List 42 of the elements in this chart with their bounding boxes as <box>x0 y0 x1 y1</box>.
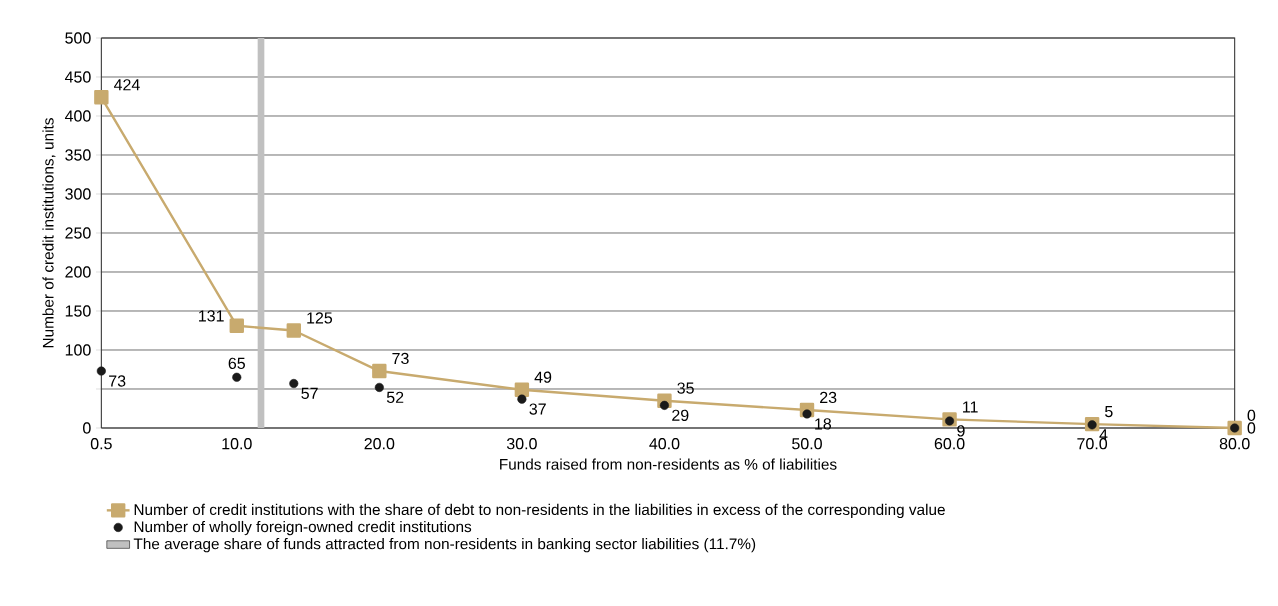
y-tick-label: 500 <box>65 32 91 44</box>
data-label: 73 <box>392 352 409 365</box>
data-label: 9 <box>957 425 965 437</box>
data-label: 49 <box>534 371 552 383</box>
data-label: 29 <box>672 409 689 421</box>
data-label: 0 <box>1247 409 1256 422</box>
y-tick-label: 350 <box>65 149 91 161</box>
data-label: 125 <box>307 312 333 324</box>
data-label: 5 <box>1105 406 1113 418</box>
data-label: 424 <box>113 79 140 91</box>
data-label: 18 <box>815 418 832 430</box>
data-label: 73 <box>109 375 126 387</box>
x-tick-label: 10.0 <box>222 438 252 450</box>
data-label: 37 <box>529 403 546 415</box>
y-tick-label: 150 <box>65 305 91 317</box>
y-tick-label: 450 <box>64 71 91 83</box>
data-label: 0 <box>1247 422 1256 434</box>
x-tick-label: 40.0 <box>649 438 680 450</box>
x-tick-label: 50.0 <box>792 438 822 450</box>
y-tick-label: 0 <box>83 422 91 434</box>
x-tick-label: 20.0 <box>364 438 395 450</box>
x-tick-label: 0.5 <box>90 438 112 450</box>
data-label: 23 <box>820 391 837 404</box>
x-tick-label: 80.0 <box>1219 438 1250 450</box>
y-tick-label: 100 <box>65 344 91 356</box>
legend-label: Number of credit institutions with the share of debt to non-residents in the liabilities in excess of the corresponding value <box>134 503 945 519</box>
x-tick-label: 30.0 <box>506 438 537 450</box>
data-label: 57 <box>301 387 318 399</box>
data-label: 131 <box>199 310 224 322</box>
x-tick-label: 60.0 <box>934 438 965 450</box>
y-tick-label: 200 <box>65 266 91 278</box>
legend-label: The average share of funds attracted from non-residents in banking sector liabilities (11.7%) <box>133 538 756 553</box>
data-label: 65 <box>228 357 245 370</box>
y-tick-label: 250 <box>65 227 91 239</box>
x-axis-title: Funds raised from non-residents as % of liabilities <box>500 458 837 470</box>
y-axis-title: Number of credit institutions, units <box>42 118 56 348</box>
data-label: 35 <box>677 382 694 394</box>
y-tick-label: 300 <box>65 188 91 200</box>
data-label: 11 <box>963 401 978 413</box>
legend-label: Number of wholly foreign-owned credit institutions <box>134 520 472 536</box>
y-tick-label: 400 <box>64 110 91 122</box>
data-label: 52 <box>386 391 404 404</box>
